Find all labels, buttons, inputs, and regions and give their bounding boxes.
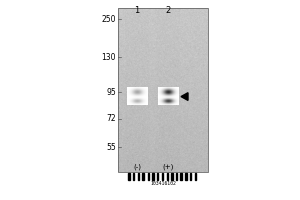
Text: (-): (-) [133,163,141,170]
Bar [137,173,139,180]
Text: 72: 72 [106,114,116,123]
Text: 55: 55 [106,143,116,152]
Bar [170,173,172,180]
Bar [161,173,163,180]
Text: 250: 250 [101,15,116,24]
Text: 2: 2 [165,6,171,15]
Bar [152,173,154,180]
Text: (+): (+) [162,163,174,170]
Text: 103416102: 103416102 [150,181,176,186]
Bar [179,173,182,180]
Bar [194,173,196,180]
Bar [128,173,130,180]
Text: 130: 130 [101,53,116,62]
Bar [157,173,158,180]
Bar [184,173,187,180]
Polygon shape [181,93,188,100]
Bar [133,173,134,180]
Text: 1: 1 [134,6,140,15]
Bar [142,173,143,180]
Text: 95: 95 [106,88,116,97]
Bar [118,8,208,172]
